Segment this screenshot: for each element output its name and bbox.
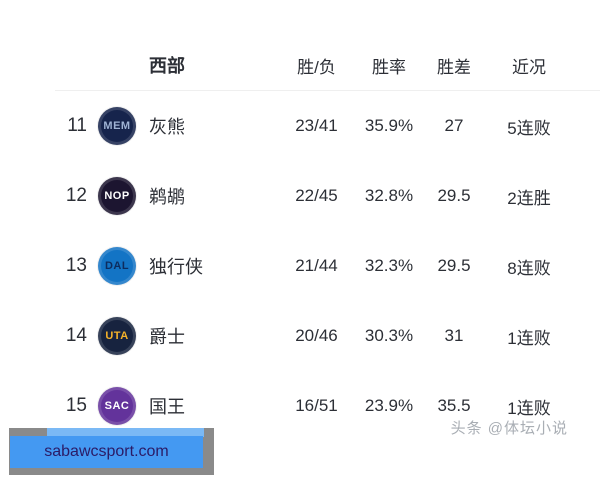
team-pct: 35.9% [364,116,414,135]
watermark-light-strip [47,428,204,437]
team-streak: 2连胜 [507,188,551,208]
team-logo-cell: SAC [95,387,139,425]
team-pct: 30.3% [364,326,414,345]
header-divider [55,90,600,91]
team-pct: 23.9% [364,396,414,415]
team-name: 独行侠 [149,257,203,277]
credit-watermark: 头条 @体坛小说 [450,420,568,437]
table-row[interactable]: 14 UTA 爵士 20/46 30.3% 31 1连败 [0,301,600,371]
team-gb: 29.5 [437,186,471,205]
team-streak: 8连败 [507,258,551,278]
site-watermark: sabawcsport.com [10,436,203,468]
standings-table: 西部 胜/负 胜率 胜差 近况 11 MEM 灰熊 23/41 35.9% 27… [0,40,600,441]
team-gb: 29.5 [437,256,471,275]
team-wl: 20/46 [295,326,338,345]
team-logo-icon: NOP [98,177,136,215]
team-logo-cell: UTA [95,317,139,355]
table-row[interactable]: 11 MEM 灰熊 23/41 35.9% 27 5连败 [0,91,600,161]
team-rank: 13 [65,255,87,276]
team-pct: 32.3% [364,256,414,275]
team-gb: 27 [444,116,464,135]
team-wl: 21/44 [295,256,338,275]
team-pct: 32.8% [364,186,414,205]
column-header-gb: 胜差 [437,57,471,77]
team-streak: 1连败 [507,328,551,348]
team-rank: 14 [65,325,87,346]
table-row[interactable]: 13 DAL 独行侠 21/44 32.3% 29.5 8连败 [0,231,600,301]
table-row[interactable]: 15 SAC 国王 16/51 23.9% 35.5 1连败 [0,371,600,441]
table-row[interactable]: 12 NOP 鹈鹕 22/45 32.8% 29.5 2连胜 [0,161,600,231]
team-rank: 12 [65,185,87,206]
table-header: 西部 胜/负 胜率 胜差 近况 [0,40,600,90]
team-rank: 15 [65,395,87,416]
team-name: 爵士 [149,327,185,347]
column-header-wl: 胜/负 [297,57,336,77]
site-url-text: sabawcsport.com [44,443,169,460]
team-gb: 35.5 [437,396,471,415]
team-logo-cell: DAL [95,247,139,285]
team-rank: 11 [67,115,87,136]
table-body: 11 MEM 灰熊 23/41 35.9% 27 5连败 12 NOP 鹈鹕 2… [0,91,600,441]
team-logo-icon: SAC [98,387,136,425]
team-wl: 22/45 [295,186,338,205]
column-header-pct: 胜率 [372,57,406,77]
team-gb: 31 [444,326,464,345]
team-name: 灰熊 [149,117,185,137]
team-wl: 16/51 [295,396,338,415]
team-logo-cell: MEM [95,107,139,145]
column-header-streak: 近况 [512,57,546,77]
team-logo-icon: DAL [98,247,136,285]
team-streak: 5连败 [507,118,551,138]
team-streak: 1连败 [507,398,551,418]
team-logo-cell: NOP [95,177,139,215]
conference-title: 西部 [149,56,185,76]
team-logo-icon: UTA [98,317,136,355]
team-logo-icon: MEM [98,107,136,145]
team-wl: 23/41 [295,116,338,135]
team-name: 国王 [149,397,185,417]
team-name: 鹈鹕 [149,187,185,207]
